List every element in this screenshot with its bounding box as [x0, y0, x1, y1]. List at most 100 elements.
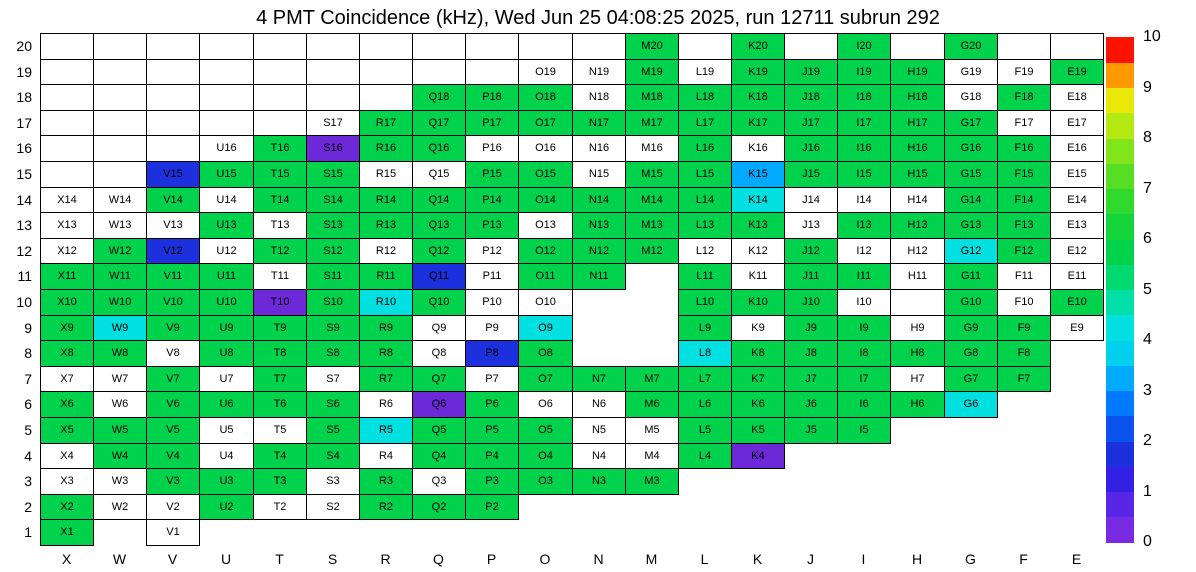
cell-E19: E19	[1050, 59, 1104, 85]
cell-X12: X12	[40, 238, 94, 264]
y-tick-2: 2	[24, 498, 32, 515]
cell-V6: V6	[146, 391, 200, 418]
cell-L11: L11	[678, 263, 732, 290]
cell-V8: V8	[146, 340, 200, 367]
y-tick-15: 15	[16, 166, 32, 182]
cell-M6: M6	[625, 391, 679, 418]
x-tick-J: J	[807, 551, 814, 567]
cell-I20: I20	[837, 33, 891, 60]
cell-U5: U5	[199, 417, 254, 444]
cell-Q11: Q11	[412, 263, 466, 290]
x-tick-O: O	[539, 551, 551, 567]
cell-L18: L18	[678, 84, 732, 111]
cell-T16: T16	[253, 135, 307, 162]
cell-W11: W11	[93, 263, 147, 290]
cell-U6: U6	[199, 391, 254, 418]
cell-O10: O10	[518, 289, 573, 316]
cell-K16: K16	[731, 135, 785, 162]
colorbar-band-13	[1106, 188, 1134, 215]
cell-K9: K9	[731, 315, 785, 341]
cell-blank	[93, 161, 147, 188]
cell-P16: P16	[465, 135, 519, 162]
x-tick-P: P	[486, 551, 497, 567]
cell-U8: U8	[199, 340, 254, 367]
cell-T15: T15	[253, 161, 307, 188]
cell-blank	[306, 33, 360, 60]
cell-T2: T2	[253, 494, 307, 520]
cell-N4: N4	[572, 443, 626, 469]
cell-O14: O14	[518, 187, 573, 213]
y-tick-11: 11	[17, 268, 32, 284]
colorbar-band-17	[1106, 87, 1134, 114]
cell-M14: M14	[625, 187, 679, 213]
cell-R11: R11	[359, 263, 413, 290]
colorbar-band-16	[1106, 112, 1134, 139]
cell-E18: E18	[1050, 84, 1104, 111]
cell-W2: W2	[93, 494, 147, 520]
cell-F12: F12	[997, 238, 1051, 264]
cell-H11: H11	[890, 263, 945, 290]
cell-O4: O4	[518, 443, 573, 469]
cell-blank	[199, 33, 254, 60]
cell-U15: U15	[199, 161, 254, 188]
cell-V5: V5	[146, 417, 200, 444]
cell-blank	[199, 59, 254, 85]
cell-H6: H6	[890, 391, 945, 418]
cell-V4: V4	[146, 443, 200, 469]
cell-I11: I11	[837, 263, 891, 290]
cell-O7: O7	[518, 366, 573, 392]
y-tick-18: 18	[16, 89, 32, 105]
cell-N15: N15	[572, 161, 626, 188]
colorbar-tick-8: 8	[1143, 129, 1152, 146]
cell-L16: L16	[678, 135, 732, 162]
cell-blank	[784, 33, 838, 60]
cell-I19: I19	[837, 59, 891, 85]
cell-W8: W8	[93, 340, 147, 367]
cell-K13: K13	[731, 212, 785, 239]
colorbar-tick-9: 9	[1143, 78, 1152, 96]
cell-H19: H19	[890, 59, 945, 85]
cell-F16: F16	[997, 135, 1051, 162]
colorbar-band-0	[1106, 516, 1134, 543]
cell-M7: M7	[625, 366, 679, 392]
cell-X10: X10	[40, 289, 94, 316]
cell-S7: S7	[306, 366, 360, 392]
cell-P12: P12	[465, 238, 519, 264]
cell-V3: V3	[146, 468, 200, 495]
cell-K5: K5	[731, 417, 785, 444]
cell-H13: H13	[890, 212, 945, 239]
cell-blank	[465, 33, 519, 60]
cell-O11: O11	[518, 263, 573, 290]
cell-K15: K15	[731, 161, 785, 188]
y-tick-6: 6	[24, 396, 32, 412]
cell-L7: L7	[678, 366, 732, 392]
cell-K12: K12	[731, 238, 785, 264]
x-tick-H: H	[911, 551, 923, 567]
x-tick-I: I	[861, 551, 866, 567]
cell-R14: R14	[359, 187, 413, 213]
cell-N17: N17	[572, 110, 626, 136]
cell-K8: K8	[731, 340, 785, 367]
cell-V12: V12	[146, 238, 200, 264]
cell-X5: X5	[40, 417, 94, 444]
cell-blank	[40, 59, 94, 85]
cell-V10: V10	[146, 289, 200, 316]
cell-G19: G19	[944, 59, 998, 85]
cell-blank	[40, 135, 94, 162]
colorbar-band-19	[1106, 37, 1134, 63]
colorbar-band-15	[1106, 138, 1134, 164]
cell-M18: M18	[625, 84, 679, 111]
cell-H16: H16	[890, 135, 945, 162]
cell-L6: L6	[678, 391, 732, 418]
x-tick-K: K	[752, 551, 763, 567]
cell-R17: R17	[359, 110, 413, 136]
cell-L17: L17	[678, 110, 732, 136]
cell-H9: H9	[890, 315, 945, 341]
cell-X14: X14	[40, 187, 94, 213]
cell-J7: J7	[784, 366, 838, 392]
cell-P13: P13	[465, 212, 519, 239]
cell-N14: N14	[572, 187, 626, 213]
y-tick-9: 9	[24, 319, 32, 336]
cell-E15: E15	[1050, 161, 1104, 188]
cell-F14: F14	[997, 187, 1051, 213]
